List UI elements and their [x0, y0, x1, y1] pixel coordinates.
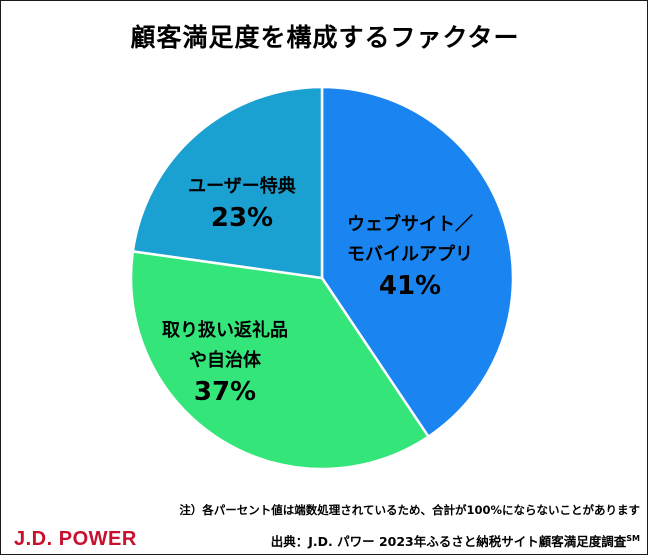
slice-value-1: 41%: [379, 271, 441, 301]
slice-label-3-line-1: ユーザー特典: [188, 175, 296, 197]
source-note: 出典：J.D. パワー 2023年ふるさと納税サイト顧客満足度調査SM: [271, 531, 640, 550]
source-text: 出典：J.D. パワー 2023年ふるさと納税サイト顧客満足度調査: [270, 534, 627, 549]
jd-power-logo: J.D. POWER: [14, 528, 137, 550]
footnote: 注）各パーセント値は端数処理されているため、合計が100%にならないことがありま…: [179, 503, 640, 517]
pie-slice-2: [129, 249, 431, 471]
slice-label-1-line-2: モバイルアプリ: [347, 243, 473, 265]
pie-slice-1: [320, 85, 515, 439]
slice-value-3: 23%: [211, 203, 273, 233]
chart-title: 顧客満足度を構成するファクター: [130, 23, 520, 52]
pie-slice-3: [131, 85, 324, 280]
slice-label-2-line-1: 取り扱い返礼品: [162, 319, 288, 341]
slice-label-2-line-2: や自治体: [189, 349, 262, 371]
slice-value-2: 37%: [194, 377, 256, 407]
source-service-mark: SM: [626, 534, 640, 543]
slice-label-1-line-1: ウェブサイト／: [347, 213, 473, 235]
